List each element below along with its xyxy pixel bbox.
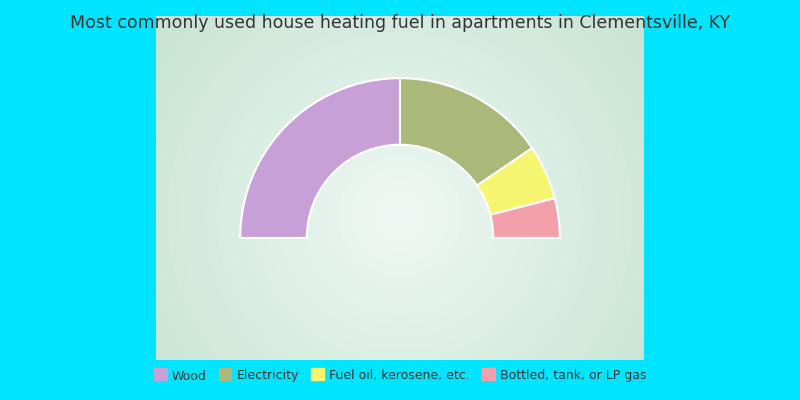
Circle shape (314, 130, 486, 301)
Wedge shape (240, 78, 400, 238)
Circle shape (229, 45, 571, 387)
Circle shape (388, 204, 412, 228)
Circle shape (205, 20, 595, 400)
Circle shape (193, 8, 607, 400)
Circle shape (22, 0, 778, 400)
Wedge shape (490, 198, 560, 238)
Circle shape (168, 0, 632, 400)
Legend: Wood, Electricity, Fuel oil, kerosene, etc., Bottled, tank, or LP gas: Wood, Electricity, Fuel oil, kerosene, e… (149, 364, 651, 388)
Circle shape (278, 94, 522, 338)
Circle shape (107, 0, 693, 400)
Circle shape (34, 0, 766, 400)
Wedge shape (400, 78, 532, 186)
Circle shape (58, 0, 742, 400)
Wedge shape (477, 148, 554, 215)
Circle shape (363, 179, 437, 252)
Circle shape (351, 167, 449, 264)
Circle shape (10, 0, 790, 400)
Circle shape (217, 33, 583, 399)
Circle shape (242, 57, 558, 374)
Circle shape (95, 0, 705, 400)
Circle shape (144, 0, 656, 400)
Circle shape (82, 0, 718, 400)
Circle shape (290, 106, 510, 326)
Circle shape (375, 191, 425, 240)
Circle shape (46, 0, 754, 400)
Circle shape (339, 155, 461, 277)
Circle shape (70, 0, 730, 400)
Circle shape (302, 118, 498, 313)
Text: Most commonly used house heating fuel in apartments in Clementsville, KY: Most commonly used house heating fuel in… (70, 14, 730, 32)
Circle shape (254, 69, 546, 362)
Circle shape (180, 0, 620, 400)
Circle shape (266, 82, 534, 350)
Circle shape (119, 0, 681, 400)
Circle shape (156, 0, 644, 400)
Circle shape (326, 142, 474, 289)
Circle shape (131, 0, 669, 400)
